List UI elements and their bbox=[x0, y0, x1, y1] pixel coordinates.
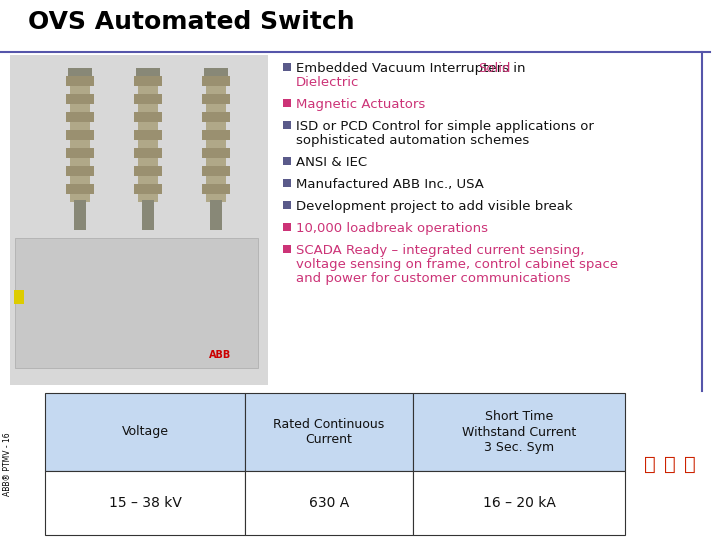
Bar bbox=[70, 122, 90, 130]
Text: 630 A: 630 A bbox=[309, 496, 349, 510]
Bar bbox=[245, 471, 413, 535]
Bar bbox=[283, 121, 291, 129]
Bar bbox=[202, 148, 230, 158]
Bar bbox=[70, 194, 90, 202]
Text: Magnetic Actuators: Magnetic Actuators bbox=[296, 98, 426, 111]
Bar bbox=[15, 238, 258, 368]
Bar bbox=[202, 76, 230, 86]
Bar bbox=[66, 94, 94, 104]
Bar bbox=[245, 393, 413, 471]
Bar bbox=[283, 157, 291, 165]
Text: sophisticated automation schemes: sophisticated automation schemes bbox=[296, 134, 529, 147]
Text: 10,000 loadbreak operations: 10,000 loadbreak operations bbox=[296, 222, 488, 235]
Bar bbox=[283, 223, 291, 231]
Bar bbox=[206, 176, 226, 184]
Text: ANSI & IEC: ANSI & IEC bbox=[296, 156, 367, 169]
Bar bbox=[138, 122, 158, 130]
Bar bbox=[202, 94, 230, 104]
Bar bbox=[70, 158, 90, 166]
Text: 15 – 38 kV: 15 – 38 kV bbox=[109, 496, 181, 510]
Text: SCADA Ready – integrated current sensing,: SCADA Ready – integrated current sensing… bbox=[296, 244, 585, 257]
Text: ✋: ✋ bbox=[644, 455, 656, 474]
Bar bbox=[66, 184, 94, 194]
Text: Voltage: Voltage bbox=[122, 426, 168, 438]
Bar bbox=[74, 200, 86, 230]
Bar bbox=[204, 68, 228, 76]
Bar bbox=[134, 94, 162, 104]
Text: Short Time
Withstand Current
3 Sec. Sym: Short Time Withstand Current 3 Sec. Sym bbox=[462, 410, 576, 454]
Bar bbox=[283, 201, 291, 209]
Bar bbox=[202, 130, 230, 140]
Text: ISD or PCD Control for simple applications or: ISD or PCD Control for simple applicatio… bbox=[296, 120, 594, 133]
Bar bbox=[138, 158, 158, 166]
Bar bbox=[138, 140, 158, 148]
Bar bbox=[14, 290, 24, 304]
Bar bbox=[206, 122, 226, 130]
Text: ABB: ABB bbox=[209, 350, 231, 360]
Text: and power for customer communications: and power for customer communications bbox=[296, 272, 570, 285]
Bar bbox=[283, 63, 291, 71]
Bar bbox=[413, 471, 625, 535]
Bar bbox=[45, 393, 245, 471]
Bar bbox=[136, 68, 160, 76]
Text: voltage sensing on frame, control cabinet space: voltage sensing on frame, control cabine… bbox=[296, 258, 618, 271]
Bar bbox=[202, 112, 230, 122]
Bar bbox=[70, 140, 90, 148]
Bar bbox=[10, 55, 268, 385]
Bar bbox=[134, 148, 162, 158]
Bar bbox=[206, 104, 226, 112]
Bar bbox=[206, 194, 226, 202]
Bar bbox=[68, 68, 92, 76]
Bar bbox=[66, 76, 94, 86]
Bar bbox=[138, 176, 158, 184]
Text: Development project to add visible break: Development project to add visible break bbox=[296, 200, 572, 213]
Bar bbox=[66, 130, 94, 140]
Bar bbox=[206, 140, 226, 148]
Bar bbox=[283, 179, 291, 187]
Bar bbox=[45, 471, 245, 535]
Bar bbox=[134, 184, 162, 194]
Text: OVS Automated Switch: OVS Automated Switch bbox=[28, 10, 355, 34]
Bar bbox=[138, 104, 158, 112]
Text: ✋: ✋ bbox=[664, 455, 676, 474]
Text: 16 – 20 kA: 16 – 20 kA bbox=[482, 496, 555, 510]
Bar bbox=[206, 86, 226, 94]
Text: Manufactured ABB Inc., USA: Manufactured ABB Inc., USA bbox=[296, 178, 484, 191]
Bar bbox=[283, 245, 291, 253]
Bar bbox=[138, 194, 158, 202]
Bar bbox=[66, 148, 94, 158]
Bar bbox=[206, 158, 226, 166]
Bar bbox=[66, 166, 94, 176]
Bar bbox=[70, 104, 90, 112]
Bar bbox=[202, 184, 230, 194]
Bar bbox=[413, 393, 625, 471]
Bar bbox=[70, 176, 90, 184]
Bar bbox=[134, 166, 162, 176]
Text: Solid: Solid bbox=[478, 62, 511, 75]
Bar bbox=[134, 130, 162, 140]
Bar bbox=[134, 112, 162, 122]
Bar bbox=[283, 99, 291, 107]
Text: Rated Continuous
Current: Rated Continuous Current bbox=[274, 418, 384, 446]
Bar bbox=[70, 86, 90, 94]
Bar bbox=[210, 200, 222, 230]
Text: Embedded Vacuum Interrupters in: Embedded Vacuum Interrupters in bbox=[296, 62, 530, 75]
Bar bbox=[134, 76, 162, 86]
Bar bbox=[142, 200, 154, 230]
Text: ABB® PTMV - 16: ABB® PTMV - 16 bbox=[4, 432, 12, 496]
Bar bbox=[66, 112, 94, 122]
Text: ✋: ✋ bbox=[684, 455, 696, 474]
Bar bbox=[202, 166, 230, 176]
Text: Dielectric: Dielectric bbox=[296, 76, 359, 89]
Bar bbox=[138, 86, 158, 94]
